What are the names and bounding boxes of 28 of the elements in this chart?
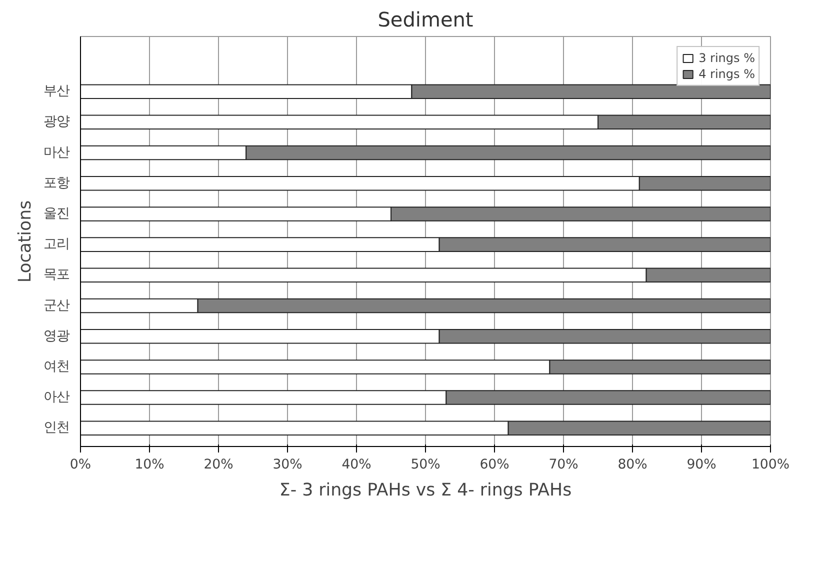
y-tick-label: 목포 (44, 268, 70, 283)
y-tick-label: 마산 (44, 145, 70, 160)
y-axis-title: Locations (16, 200, 36, 283)
y-tick-label: 여천 (44, 359, 70, 374)
y-tick-label: 군산 (44, 298, 70, 314)
x-tick-label: 20% (204, 458, 234, 472)
x-tick-label: 100% (751, 458, 790, 472)
y-tick-label: 부산 (44, 84, 70, 100)
y-tick-label: 아산 (44, 390, 70, 406)
x-tick-label: 10% (134, 458, 164, 472)
x-tick-label: 30% (272, 458, 302, 472)
x-tick-label: 50% (410, 458, 440, 472)
x-axis-title: Σ- 3 rings PAHs vs Σ 4- rings PAHs (279, 480, 572, 500)
y-tick-label: 울진 (44, 206, 70, 222)
x-tick-label: 80% (618, 458, 648, 472)
y-tick-label: 포항 (44, 176, 70, 191)
chart-title: Sediment (378, 8, 474, 32)
y-tick-label: 광양 (44, 114, 70, 130)
x-tick-label: 60% (480, 458, 510, 472)
y-tick-label: 고리 (44, 237, 70, 252)
x-tick-label: 90% (686, 458, 716, 472)
legend-label: 3 rings % (698, 51, 755, 65)
x-tick-label: 0% (70, 458, 92, 472)
x-tick-label: 70% (548, 458, 578, 472)
x-tick-label: 40% (342, 458, 372, 472)
legend-label: 4 rings % (698, 67, 755, 81)
y-tick-label: 인천 (44, 420, 70, 436)
y-tick-label: 영광 (44, 328, 70, 344)
